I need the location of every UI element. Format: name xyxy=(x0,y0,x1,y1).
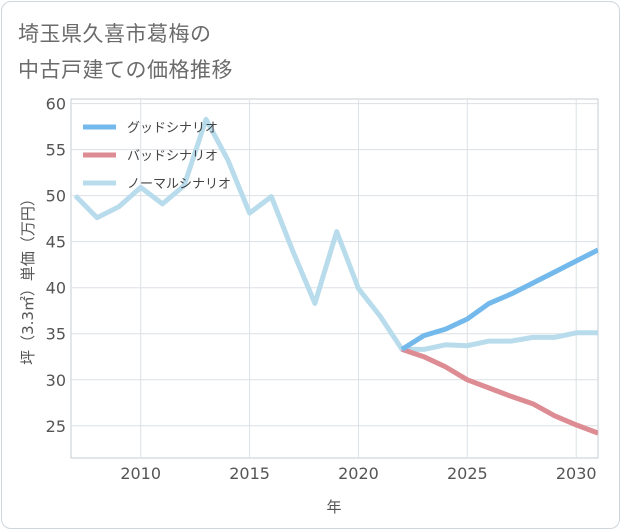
y-tick-label: 35 xyxy=(46,325,66,344)
chart-title: 埼玉県久喜市葛梅の 中古戸建ての価格推移 xyxy=(18,16,233,88)
x-tick-label: 2020 xyxy=(338,464,379,483)
x-tick-label: 2015 xyxy=(229,464,270,483)
x-tick-label: 2030 xyxy=(556,464,597,483)
x-tick-label: 2010 xyxy=(120,464,161,483)
legend-label: バッドシナリオ xyxy=(127,149,218,164)
series-line-3 xyxy=(73,116,598,352)
y-tick-label: 25 xyxy=(46,417,66,436)
series-line-1 xyxy=(400,247,598,352)
y-tick-label: 50 xyxy=(46,187,66,206)
grid-lines xyxy=(71,99,598,458)
y-tick-label: 40 xyxy=(46,279,66,298)
legend-label: グッドシナリオ xyxy=(127,121,218,136)
legend-label: ノーマルシナリオ xyxy=(127,177,231,192)
title-line-1: 埼玉県久喜市葛梅の xyxy=(18,22,212,46)
y-tick-label: 30 xyxy=(46,371,66,390)
axis-ticks: 2010 2015 2020 2025 2030 25 30 35 40 45 50 55 60 xyxy=(46,95,597,483)
series-layer xyxy=(73,116,598,436)
y-tick-label: 55 xyxy=(46,141,66,160)
x-tick-label: 2025 xyxy=(447,464,488,483)
y-tick-label: 45 xyxy=(46,233,66,252)
y-axis-title: 坪（3.3㎡）単価（万円） xyxy=(19,191,37,365)
title-line-2: 中古戸建ての価格推移 xyxy=(18,58,233,82)
series-line-2 xyxy=(401,347,598,436)
x-axis-title: 年 xyxy=(326,498,341,516)
y-tick-label: 60 xyxy=(46,95,66,114)
